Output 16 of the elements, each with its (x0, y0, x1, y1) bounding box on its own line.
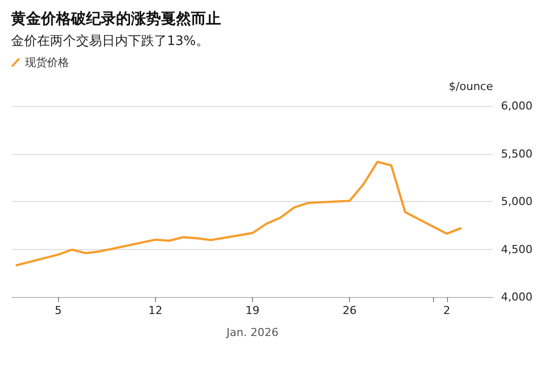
x-axis-title: Jan. 2026 (226, 326, 278, 339)
y-tick-label: 5,500 (501, 147, 532, 160)
line-series (16, 160, 462, 266)
x-tick-label: 5 (54, 304, 62, 317)
legend-label: 现货价格 (25, 56, 69, 69)
y-tick-label: 4,500 (501, 242, 532, 256)
chart-subtitle: 金价在两个交易日内下跌了13%。 (11, 33, 209, 49)
y-axis-title: $/ounce (448, 80, 494, 93)
chart-title: 黄金价格破纪录的涨势戛然而止 (10, 10, 221, 28)
x-tick-label: 2 (443, 304, 450, 317)
x-tick-label: 26 (342, 304, 357, 317)
y-tick-label: 5,000 (501, 195, 532, 208)
y-tick-label: 6,000 (501, 100, 532, 112)
x-tick-label: 19 (246, 304, 260, 317)
x-tick-label: 12 (148, 304, 162, 317)
y-tick-label: 4,000 (501, 290, 532, 304)
